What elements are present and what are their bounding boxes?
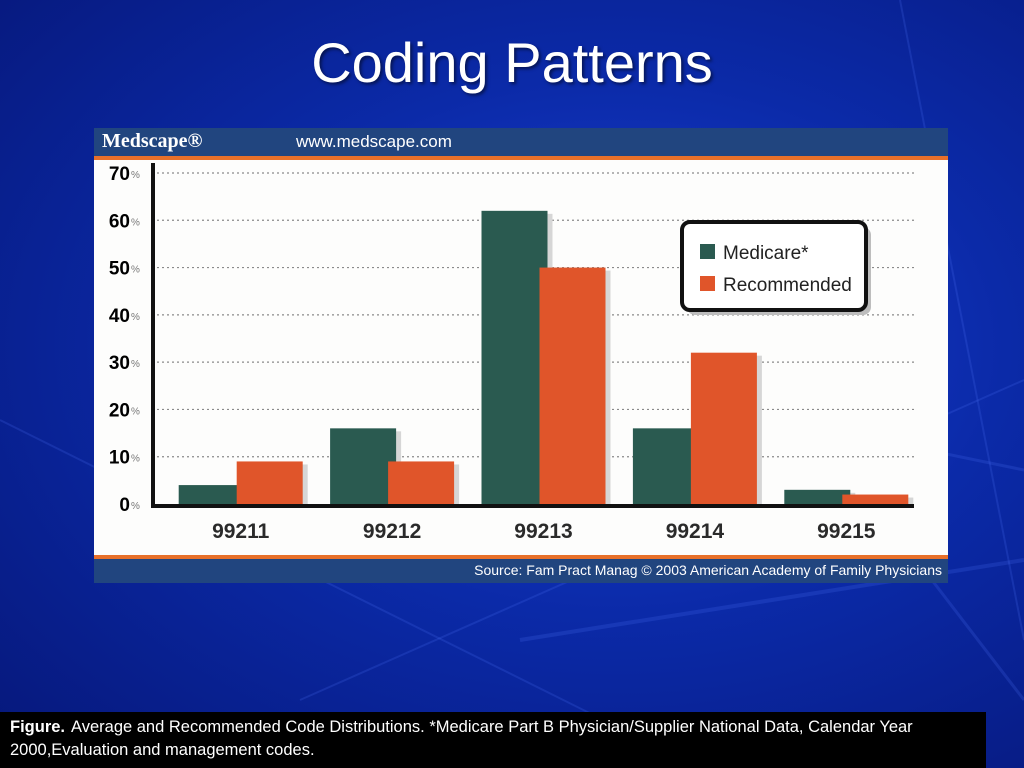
- x-tick-label: 99212: [363, 520, 421, 543]
- bar-recommended-99214: [690, 352, 757, 504]
- y-tick-label: 60: [109, 211, 130, 232]
- y-tick-label: 0: [119, 495, 130, 516]
- y-tick-suffix: %: [131, 501, 140, 512]
- legend-swatch-medicare: [700, 244, 715, 259]
- y-tick-suffix: %: [131, 406, 140, 417]
- medscape-logo: Medscape®: [102, 130, 203, 152]
- panel-header: Medscape® www.medscape.com: [94, 128, 948, 160]
- y-tick-suffix: %: [131, 312, 140, 323]
- slide-title: Coding Patterns: [311, 31, 713, 94]
- bars: [178, 210, 914, 508]
- bar-medicare-99212: [330, 428, 397, 504]
- bar-recommended-99212: [388, 461, 455, 504]
- caption-label: Figure.: [10, 718, 66, 736]
- y-tick-label: 40: [109, 306, 130, 327]
- x-tick-label: 99214: [666, 520, 725, 543]
- legend-box: [680, 220, 868, 312]
- bar-recommended-99211: [236, 461, 303, 504]
- figure-caption: Figure. Average and Recommended Code Dist…: [0, 712, 986, 768]
- y-tick-suffix: %: [131, 170, 140, 181]
- legend-swatch-recommended: [700, 276, 715, 291]
- y-tick-suffix: %: [131, 454, 140, 465]
- y-tick-label: 50: [109, 259, 130, 280]
- y-tick-label: 30: [109, 353, 130, 374]
- chart-panel: Medscape® www.medscape.com 0% 10% 20% 30% 40…: [94, 128, 948, 583]
- x-tick-label: 99213: [514, 520, 572, 543]
- legend-label: Recommended: [723, 275, 852, 296]
- x-axis: 99211 99212 99213 99214 99215: [151, 504, 914, 543]
- y-axis: 0 %10 %20 %30 %40 %50 %60 %70%: [109, 163, 155, 516]
- bar-recommended-99213: [539, 267, 606, 504]
- bar-chart: 0 %10 %20 %30 %40 %50 %60 %70% 99211 99212 99213 9…: [109, 163, 914, 543]
- y-tick-label: 70: [109, 164, 130, 185]
- legend: Medicare* Recommended: [680, 220, 871, 315]
- bar-recommended-99215: [842, 494, 909, 504]
- panel-url: www.medscape.com: [296, 132, 452, 151]
- source-text: Source: Fam Pract Manag © 2003 American …: [474, 562, 942, 578]
- y-tick-label: 10: [109, 448, 130, 469]
- bar-medicare-99211: [178, 485, 245, 504]
- bar-medicare-99215: [784, 489, 851, 504]
- legend-label: Medicare*: [723, 243, 809, 264]
- y-tick-suffix: %: [131, 217, 140, 228]
- y-tick-suffix: %: [131, 265, 140, 276]
- bar-medicare-99214: [632, 428, 699, 504]
- y-tick-suffix: %: [131, 359, 140, 370]
- y-tick-label: 20: [109, 400, 130, 421]
- caption-text: Average and Recommended Code Distributio…: [10, 718, 913, 759]
- x-tick-label: 99215: [817, 520, 876, 543]
- x-tick-label: 99211: [212, 520, 270, 543]
- panel-footer: Source: Fam Pract Manag © 2003 American …: [94, 555, 948, 583]
- bar-medicare-99213: [481, 210, 548, 505]
